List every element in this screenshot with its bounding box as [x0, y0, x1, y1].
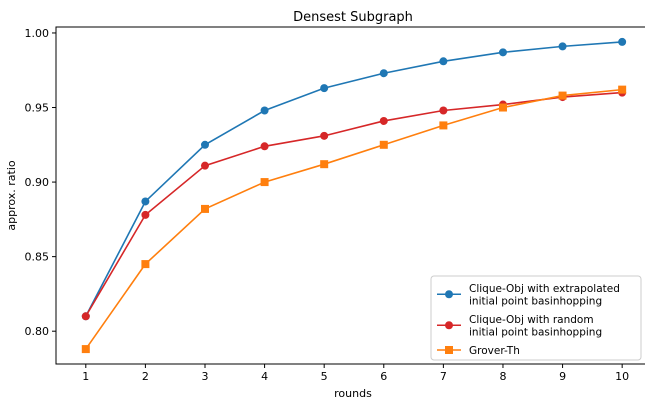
data-point	[558, 91, 567, 100]
series-3	[81, 85, 627, 354]
y-tick-label: 0.85	[25, 251, 50, 264]
x-tick-label: 8	[499, 370, 506, 383]
x-tick-label: 1	[82, 370, 89, 383]
data-point	[141, 260, 150, 269]
series-1	[81, 37, 627, 321]
plot-area	[81, 37, 627, 354]
y-axis-title: approx. ratio	[5, 160, 18, 231]
data-point	[141, 197, 150, 206]
series-line	[85, 88, 623, 350]
data-point	[81, 312, 90, 321]
data-point	[498, 103, 507, 112]
data-point	[439, 106, 448, 115]
data-point	[260, 106, 269, 115]
x-tick-label: 4	[261, 370, 268, 383]
x-tick-label: 10	[615, 370, 629, 383]
data-point	[141, 210, 150, 219]
x-axis: 1 2 3 4 5 6 7 8 9 10	[82, 364, 629, 383]
legend-label: initial point basinhopping	[469, 327, 602, 339]
x-axis-title: rounds	[334, 387, 372, 400]
data-point	[320, 84, 329, 93]
data-point	[439, 57, 448, 66]
series-line	[85, 41, 623, 317]
x-tick-label: 6	[380, 370, 387, 383]
y-tick-label: 0.95	[25, 102, 50, 115]
plot-frame	[55, 26, 645, 365]
legend-label: Grover-Th	[469, 345, 520, 357]
y-tick-label: 0.90	[25, 176, 50, 189]
data-point	[379, 116, 388, 125]
data-point	[558, 42, 567, 51]
x-tick-label: 2	[142, 370, 149, 383]
chart-title: Densest Subgraph	[293, 10, 413, 25]
legend-label: Clique-Obj with extrapolated	[469, 283, 620, 295]
data-point	[200, 140, 209, 149]
legend-entry-3: Grover-Th	[437, 345, 520, 357]
data-point	[260, 142, 269, 151]
y-tick-label: 0.80	[25, 325, 50, 338]
data-point	[260, 178, 269, 187]
data-point	[320, 160, 329, 169]
x-tick-label: 3	[201, 370, 208, 383]
data-point	[200, 204, 209, 213]
data-point	[200, 161, 209, 170]
legend-label: initial point basinhopping	[469, 296, 602, 308]
data-point	[81, 345, 90, 354]
data-point	[618, 85, 627, 94]
legend-marker	[445, 290, 453, 299]
y-tick-label: 1.00	[25, 27, 50, 40]
x-tick-label: 9	[559, 370, 566, 383]
legend-label: Clique-Obj with random	[469, 314, 594, 326]
x-tick-label: 7	[440, 370, 447, 383]
data-point	[379, 69, 388, 78]
y-axis: 0.80 0.85 0.90 0.95 1.00	[25, 27, 56, 338]
data-point	[379, 140, 388, 149]
data-point	[498, 48, 507, 57]
x-tick-label: 5	[321, 370, 328, 383]
legend-marker	[445, 321, 453, 330]
legend-marker	[445, 346, 453, 354]
data-point	[439, 121, 448, 130]
legend-box	[430, 275, 642, 361]
data-point	[618, 37, 627, 46]
data-point	[320, 131, 329, 140]
